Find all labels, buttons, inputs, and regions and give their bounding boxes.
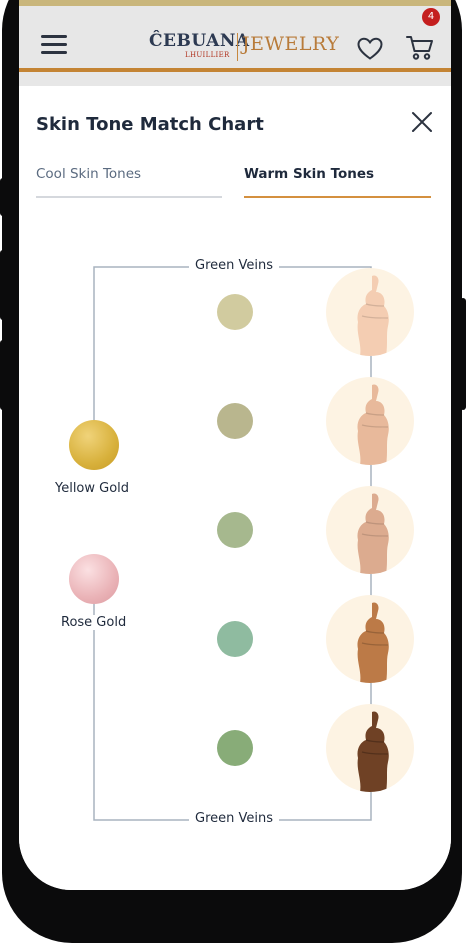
logo-sub: LHUILLIER xyxy=(185,51,230,59)
heart-icon[interactable] xyxy=(357,37,383,61)
promo-banner: Get a 20% discount upon successful sign-… xyxy=(19,0,451,6)
close-icon[interactable] xyxy=(409,109,435,135)
green-veins-label-bottom: Green Veins xyxy=(189,811,280,826)
skin-tone-hand xyxy=(326,595,414,683)
yellow-gold-swatch xyxy=(69,420,119,470)
skin-tone-hand xyxy=(326,486,414,574)
yellow-gold-label: Yellow Gold xyxy=(53,481,132,496)
rose-gold-label: Rose Gold xyxy=(59,615,129,630)
hand-icon xyxy=(357,384,389,465)
skin-tone-modal: Skin Tone Match Chart Cool Skin Tones Wa… xyxy=(19,109,451,890)
logo-brand: JEWELRY xyxy=(242,33,340,55)
logo-main: ĈEBUANA xyxy=(149,31,250,51)
vein-color-dot xyxy=(217,730,253,766)
skin-tone-hand xyxy=(326,377,414,465)
vein-color-dot xyxy=(217,294,253,330)
tab-cool-skin-tones[interactable]: Cool Skin Tones xyxy=(36,166,142,182)
side-button-power xyxy=(460,298,466,410)
skin-tone-hand xyxy=(326,268,414,356)
hand-icon xyxy=(357,275,389,356)
green-veins-label-top: Green Veins xyxy=(189,258,280,273)
cart-count-badge: 4 xyxy=(422,8,440,26)
tab-underline-warm xyxy=(244,196,431,198)
phone-screen: Get a 20% discount upon successful sign-… xyxy=(19,0,451,890)
hamburger-menu-icon[interactable] xyxy=(41,35,67,54)
rose-gold-swatch xyxy=(69,554,119,604)
hand-icon xyxy=(357,493,389,574)
vein-color-dot xyxy=(217,403,253,439)
hand-icon xyxy=(357,602,389,683)
header-accent-line xyxy=(19,68,451,72)
tab-warm-skin-tones[interactable]: Warm Skin Tones xyxy=(244,166,375,182)
breadcrumb-strip xyxy=(19,72,451,86)
modal-title: Skin Tone Match Chart xyxy=(36,114,264,135)
cart-icon[interactable] xyxy=(405,33,435,61)
skin-tone-hand xyxy=(326,704,414,792)
tab-underline-cool xyxy=(36,196,222,198)
vein-color-dot xyxy=(217,512,253,548)
logo-divider xyxy=(237,33,238,61)
vein-color-dot xyxy=(217,621,253,657)
hand-icon xyxy=(357,711,389,792)
skin-tone-chart: Green Veins Green Veins Yellow Gold Rose… xyxy=(19,109,451,890)
